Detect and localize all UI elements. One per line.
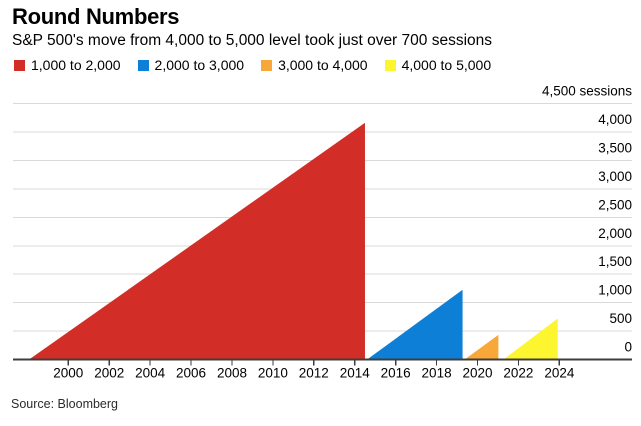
x-tick-label: 2010 xyxy=(258,366,288,381)
legend-label: 1,000 to 2,000 xyxy=(31,57,121,73)
x-tick-label: 2002 xyxy=(94,366,124,381)
x-tick-label: 2022 xyxy=(503,366,533,381)
legend: 1,000 to 2,000 2,000 to 3,000 3,000 to 4,0… xyxy=(14,57,508,73)
chart-title: Round Numbers xyxy=(12,4,180,29)
y-tick-label: 3,000 xyxy=(598,169,632,184)
x-tick-label: 2020 xyxy=(462,366,492,381)
legend-label: 2,000 to 3,000 xyxy=(154,57,245,73)
area-series xyxy=(29,122,365,360)
source-note: Source: Bloomberg xyxy=(11,397,119,411)
chart-subtitle: S&P 500's move from 4,000 to 5,000 level… xyxy=(12,32,493,49)
y-tick-label: 4,000 xyxy=(598,112,632,127)
y-tick-label: 1,000 xyxy=(598,283,632,298)
y-tick-label: 0 xyxy=(624,340,632,355)
x-tick-label: 2004 xyxy=(135,366,166,381)
y-tick-label: 1,500 xyxy=(598,254,632,269)
legend-item: 4,000 to 5,000 xyxy=(384,57,492,73)
x-tick-label: 2024 xyxy=(544,366,575,381)
legend-item: 1,000 to 2,000 xyxy=(14,57,121,73)
x-tick-label: 2006 xyxy=(176,366,206,381)
y-tick-label: 3,500 xyxy=(598,140,632,155)
legend-swatch-icon xyxy=(137,59,149,71)
legend-swatch-icon xyxy=(14,59,25,71)
x-tick-label: 2016 xyxy=(381,366,411,381)
legend-item: 3,000 to 4,000 xyxy=(261,57,368,73)
y-tick-label: 2,500 xyxy=(598,197,632,212)
x-tick-label: 2008 xyxy=(217,366,247,381)
y-tick-label: 500 xyxy=(609,311,632,326)
area-series xyxy=(503,318,558,360)
y-axis-unit-label: 4,500 sessions xyxy=(542,84,632,99)
legend-swatch-icon xyxy=(384,59,396,71)
legend-label: 4,000 to 5,000 xyxy=(401,57,492,73)
legend-swatch-icon xyxy=(261,59,273,71)
area-series xyxy=(465,334,499,360)
y-tick-label: 2,000 xyxy=(598,226,632,241)
x-tick-label: 2000 xyxy=(53,366,83,381)
legend-label: 3,000 to 4,000 xyxy=(278,57,368,73)
legend-item: 2,000 to 3,000 xyxy=(137,57,245,73)
x-tick-label: 2012 xyxy=(299,366,329,381)
x-tick-label: 2018 xyxy=(422,366,452,381)
x-tick-label: 2014 xyxy=(340,366,371,381)
area-series xyxy=(367,289,463,360)
